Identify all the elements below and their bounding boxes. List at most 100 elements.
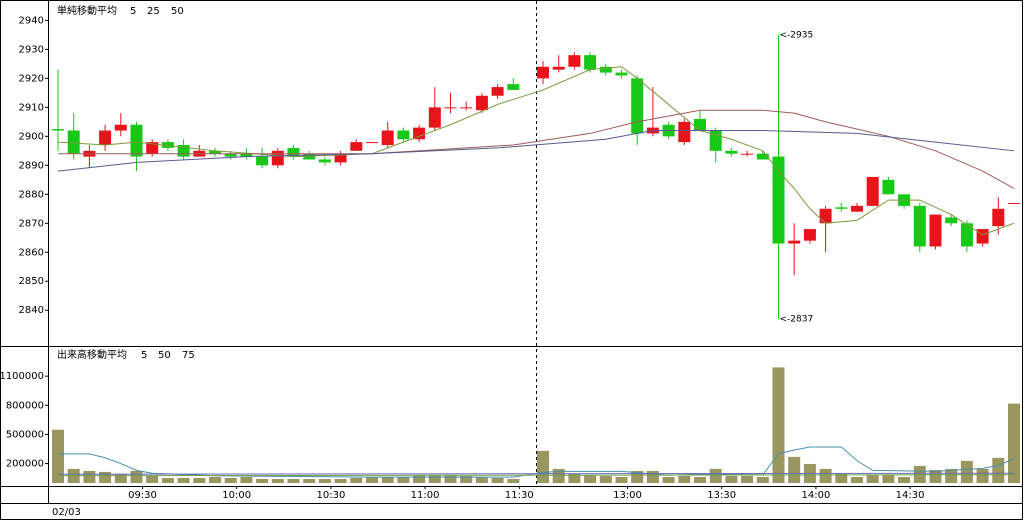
volume-bar xyxy=(599,476,612,483)
legend-entry: 50 xyxy=(158,350,171,361)
candle-body xyxy=(772,156,785,244)
volume-bar xyxy=(350,477,363,483)
volume-bar xyxy=(1008,403,1020,483)
candle-body xyxy=(381,130,394,146)
y-tick-label: 2840 xyxy=(19,305,44,316)
x-tick-label: 09:30 xyxy=(128,490,157,501)
candle-body xyxy=(678,121,691,143)
moving-average xyxy=(57,474,1015,477)
y-tick-label: 2870 xyxy=(19,218,44,229)
volume-bar xyxy=(161,477,174,483)
volume-bar xyxy=(256,479,269,483)
candle-body xyxy=(444,107,457,109)
candle-body xyxy=(240,153,253,157)
candle-body xyxy=(397,130,410,140)
volume-bar xyxy=(381,476,394,483)
y-tick-label: 2890 xyxy=(19,160,44,171)
volume-bar xyxy=(945,468,958,483)
candle-body xyxy=(475,95,488,111)
volume-bar xyxy=(287,479,300,483)
volume-bar xyxy=(725,476,738,483)
x-tick-label: 14:30 xyxy=(896,490,925,501)
candle-body xyxy=(271,150,284,166)
volume-bar xyxy=(646,470,659,483)
volume-bar xyxy=(444,474,457,483)
candle-body xyxy=(413,127,426,140)
volume-bar xyxy=(83,470,96,483)
volume-bar xyxy=(460,476,473,483)
candle-body xyxy=(741,153,754,155)
volume-bar xyxy=(193,477,206,483)
volume-bar xyxy=(271,479,284,483)
volume-bar xyxy=(52,429,64,483)
volume-bar xyxy=(709,468,722,483)
volume-bar xyxy=(898,476,911,483)
candle-body xyxy=(694,118,706,131)
volume-bar xyxy=(992,457,1005,483)
volume-bar xyxy=(694,476,706,483)
volume-bar xyxy=(334,479,347,483)
candle-body xyxy=(992,208,1005,227)
candle-body xyxy=(615,72,628,76)
legend-entry: 50 xyxy=(171,6,184,17)
volume-bar xyxy=(507,479,520,483)
candle-body xyxy=(146,142,159,154)
candle-body xyxy=(303,153,316,160)
y-tick-label: 2930 xyxy=(19,44,44,55)
volume-bar xyxy=(835,473,848,483)
candle-body xyxy=(819,208,832,224)
volume-bar xyxy=(428,474,441,483)
volume-bar xyxy=(114,473,127,483)
y-tick-label: 2850 xyxy=(19,276,44,287)
candle-body xyxy=(584,55,597,70)
candle-body xyxy=(287,147,300,157)
volume-bar xyxy=(772,367,785,483)
candle-body xyxy=(537,66,549,79)
candle-body xyxy=(130,124,143,157)
candle-body xyxy=(366,142,378,144)
candle-body xyxy=(177,145,190,157)
candle-body xyxy=(599,66,612,73)
candle-body xyxy=(52,129,64,131)
candle-body xyxy=(756,153,769,160)
volume-bar xyxy=(662,476,675,483)
volume-bar xyxy=(568,473,581,483)
candle-body xyxy=(725,150,738,154)
moving-average xyxy=(58,109,1015,189)
y-tick-label: 2920 xyxy=(19,73,44,84)
x-tick-label: 13:00 xyxy=(613,490,642,501)
x-tick-label: 13:30 xyxy=(707,490,736,501)
moving-average xyxy=(57,472,1015,475)
volume-bar xyxy=(318,479,331,483)
candle-body xyxy=(318,159,331,163)
y-tick-label: 2940 xyxy=(19,15,44,26)
candle-body xyxy=(491,87,504,96)
candle-body xyxy=(1008,202,1020,204)
candle-body xyxy=(350,142,363,151)
candle-body xyxy=(67,130,80,154)
y-tick-label: 200000 xyxy=(6,459,44,470)
volume-bar xyxy=(475,476,488,483)
y-tick-label: 2900 xyxy=(19,131,44,142)
candle-body xyxy=(428,107,441,128)
y-tick-label: 500000 xyxy=(6,429,44,440)
candle-body xyxy=(976,229,989,244)
candle-body xyxy=(631,78,644,134)
volume-bar xyxy=(224,477,237,483)
candle-body xyxy=(960,223,973,247)
legend-entry: 5 xyxy=(141,350,147,361)
candle-body xyxy=(882,179,895,195)
x-tick-label: 11:30 xyxy=(505,490,534,501)
volume-bar xyxy=(741,476,754,483)
volume-bar xyxy=(584,474,597,483)
legend-entry: 25 xyxy=(147,6,160,17)
x-tick-label: 10:00 xyxy=(222,490,251,501)
y-tick-label: 1100000 xyxy=(0,371,44,382)
volume-bar xyxy=(240,476,253,483)
volume-bar xyxy=(303,479,316,483)
y-tick-label: 800000 xyxy=(6,400,44,411)
volume-bar xyxy=(146,476,159,483)
annotation: <-2837 xyxy=(780,314,814,324)
